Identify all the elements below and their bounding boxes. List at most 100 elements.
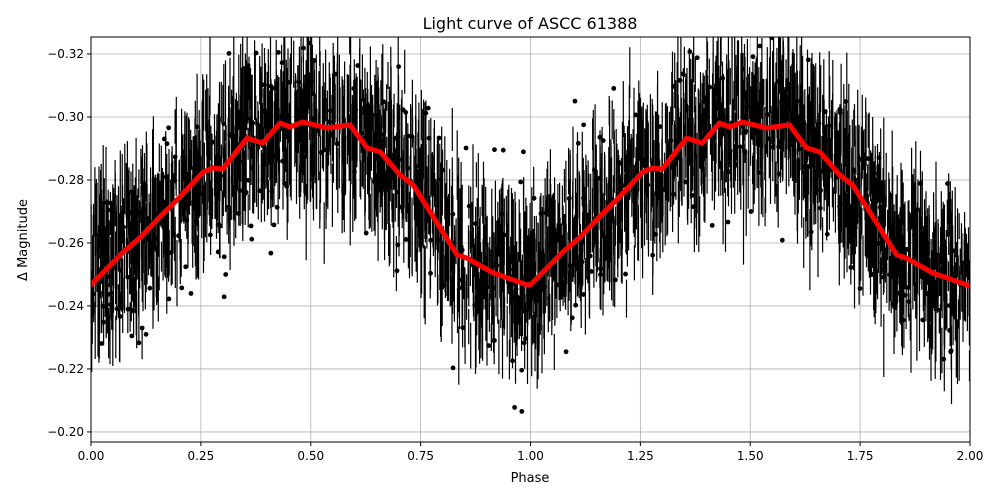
data-point	[308, 78, 314, 84]
data-point	[726, 17, 731, 22]
data-point	[857, 286, 863, 291]
data-point	[359, 130, 365, 136]
data-point	[109, 290, 115, 296]
data-point	[426, 135, 432, 141]
data-point	[296, 79, 302, 85]
data-point	[185, 198, 191, 204]
data-point	[699, 161, 704, 167]
data-point	[657, 124, 663, 130]
data-point	[326, 119, 332, 125]
data-point	[775, 78, 781, 84]
data-point	[653, 231, 659, 237]
data-point	[166, 125, 172, 131]
data-point	[778, 89, 784, 95]
data-point	[207, 232, 213, 238]
data-point	[450, 365, 456, 371]
data-point	[405, 165, 411, 171]
data-point	[794, 98, 800, 104]
data-point	[273, 152, 279, 158]
data-point	[919, 274, 925, 280]
data-point	[616, 161, 622, 166]
data-point	[532, 313, 538, 318]
data-point	[440, 167, 446, 173]
data-point	[299, 7, 304, 12]
data-point	[237, 188, 243, 193]
data-point	[353, 107, 359, 113]
data-point	[139, 325, 145, 331]
data-point	[125, 274, 131, 280]
data-point	[948, 349, 954, 355]
data-point	[748, 209, 754, 214]
data-point	[117, 267, 123, 273]
data-point	[680, 71, 686, 77]
data-point	[671, 191, 677, 197]
data-point	[510, 358, 515, 364]
data-point	[274, 204, 280, 210]
data-point	[777, 139, 783, 145]
data-point	[744, 104, 750, 109]
data-point	[726, 169, 732, 175]
data-point	[597, 175, 603, 181]
data-point	[423, 110, 429, 116]
data-point	[742, 149, 748, 155]
data-point	[381, 99, 387, 105]
y-tick-label: −0.30	[47, 110, 84, 124]
data-point	[223, 272, 229, 277]
x-tick-label: 1.75	[847, 449, 874, 463]
data-point	[176, 233, 181, 239]
data-point	[521, 149, 526, 155]
data-point	[673, 139, 679, 144]
data-point	[694, 55, 700, 61]
x-tick-label: 2.00	[957, 449, 984, 463]
data-point	[507, 254, 513, 260]
data-point	[879, 260, 885, 266]
data-point	[725, 219, 731, 225]
chart-title: Light curve of ASCC 61388	[423, 14, 638, 33]
data-point	[438, 177, 444, 183]
data-point	[243, 189, 249, 195]
data-point	[733, 162, 738, 168]
data-point	[406, 133, 411, 139]
data-point	[947, 216, 953, 221]
data-point	[947, 303, 952, 308]
data-point	[136, 340, 142, 346]
data-point	[101, 200, 107, 206]
data-point	[257, 188, 263, 194]
data-point	[268, 250, 274, 256]
data-point	[657, 176, 663, 182]
data-point	[253, 50, 259, 56]
data-point	[737, 144, 743, 150]
data-point	[518, 179, 524, 185]
data-point	[249, 236, 255, 242]
data-point	[466, 203, 472, 209]
data-point	[769, 37, 774, 41]
data-point	[623, 194, 629, 200]
data-point	[869, 271, 875, 277]
data-point	[248, 223, 254, 229]
data-point	[920, 317, 926, 323]
data-point	[398, 204, 404, 210]
data-point	[147, 285, 153, 291]
y-tick-label: −0.24	[47, 299, 84, 313]
data-point	[581, 195, 586, 201]
y-tick-label: −0.22	[47, 362, 84, 376]
data-point	[127, 210, 133, 216]
data-point	[117, 314, 123, 319]
data-point	[563, 349, 569, 355]
data-point	[872, 199, 878, 205]
data-point	[750, 54, 756, 60]
data-point	[172, 154, 178, 160]
data-point	[757, 43, 763, 49]
data-point	[512, 405, 517, 410]
data-point	[394, 268, 400, 274]
data-point	[279, 60, 285, 66]
data-point	[491, 285, 497, 291]
data-point	[221, 294, 227, 300]
data-point	[269, 188, 275, 194]
data-point	[166, 296, 172, 302]
data-point	[163, 174, 169, 180]
data-point	[597, 134, 603, 140]
data-point	[280, 158, 285, 164]
data-point	[573, 302, 579, 308]
data-point	[310, 132, 316, 138]
